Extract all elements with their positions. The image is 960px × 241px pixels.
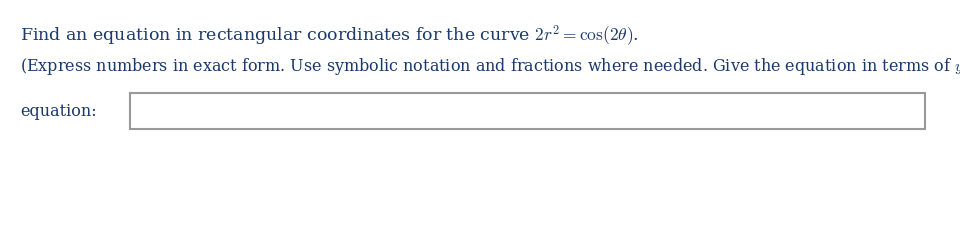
Text: (Express numbers in exact form. Use symbolic notation and fractions where needed: (Express numbers in exact form. Use symb…	[20, 56, 960, 77]
Text: Find an equation in rectangular coordinates for the curve $2r^2 = \cos(2\theta)$: Find an equation in rectangular coordina…	[20, 23, 638, 48]
FancyBboxPatch shape	[130, 93, 925, 129]
Text: equation:: equation:	[20, 102, 97, 120]
